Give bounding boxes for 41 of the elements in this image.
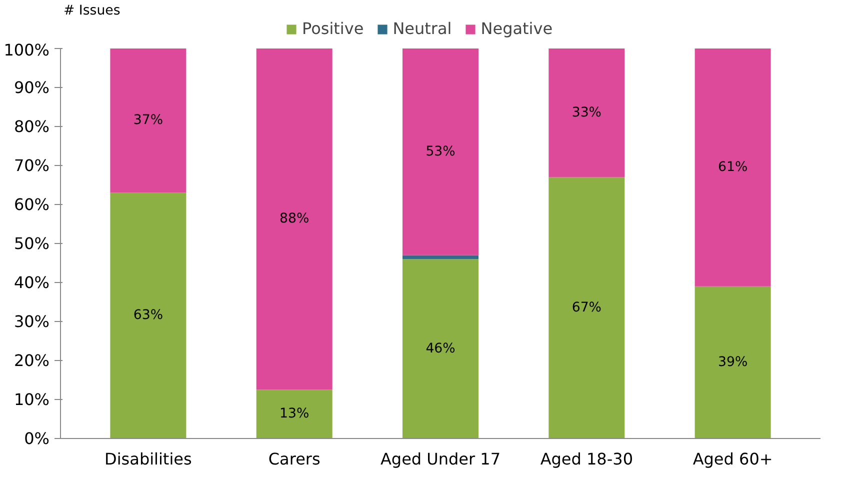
bar [402, 255, 478, 260]
legend-label: Neutral [392, 19, 452, 38]
bar [256, 48, 332, 390]
y-tick-label: 70% [14, 156, 50, 175]
data-label: 88% [280, 212, 310, 227]
y-tick-label: 100% [4, 40, 50, 60]
bar [110, 48, 186, 193]
bar [256, 390, 332, 438]
y-tick-label: 30% [14, 312, 50, 331]
y-axis-title: # Issues [64, 4, 120, 18]
y-tick-label: 40% [14, 273, 50, 292]
y-tick-label: 60% [14, 195, 50, 214]
data-label: 63% [133, 308, 164, 324]
y-tick-label: 80% [14, 117, 50, 136]
x-tick-label: Aged 60+ [692, 450, 773, 468]
data-label: 61% [718, 160, 748, 175]
y-tick-label: 50% [14, 234, 50, 253]
bar [402, 48, 478, 256]
data-label: 67% [572, 300, 602, 316]
data-label: 39% [718, 354, 748, 370]
y-tick-label: 0% [24, 429, 50, 448]
legend-label: Negative [480, 19, 553, 38]
bar [548, 48, 625, 178]
x-tick-label: Carers [268, 450, 320, 468]
legend-label: Positive [302, 19, 364, 38]
y-tick-label: 90% [14, 78, 50, 97]
x-tick-label: Disabilities [104, 450, 192, 468]
y-tick-label: 10% [14, 390, 50, 409]
bar [694, 286, 771, 438]
x-tick-label: Aged Under 17 [380, 450, 501, 468]
x-tick-label: Aged 18-30 [540, 450, 633, 468]
y-tick-label: 20% [14, 351, 50, 370]
data-label: 33% [572, 105, 602, 120]
bar [110, 192, 186, 438]
bar [694, 48, 771, 286]
data-label: 13% [280, 406, 310, 422]
bar [402, 259, 478, 438]
bar [548, 177, 625, 438]
data-label: 53% [426, 144, 456, 160]
data-label: 37% [133, 113, 164, 128]
data-label: 46% [426, 341, 456, 356]
